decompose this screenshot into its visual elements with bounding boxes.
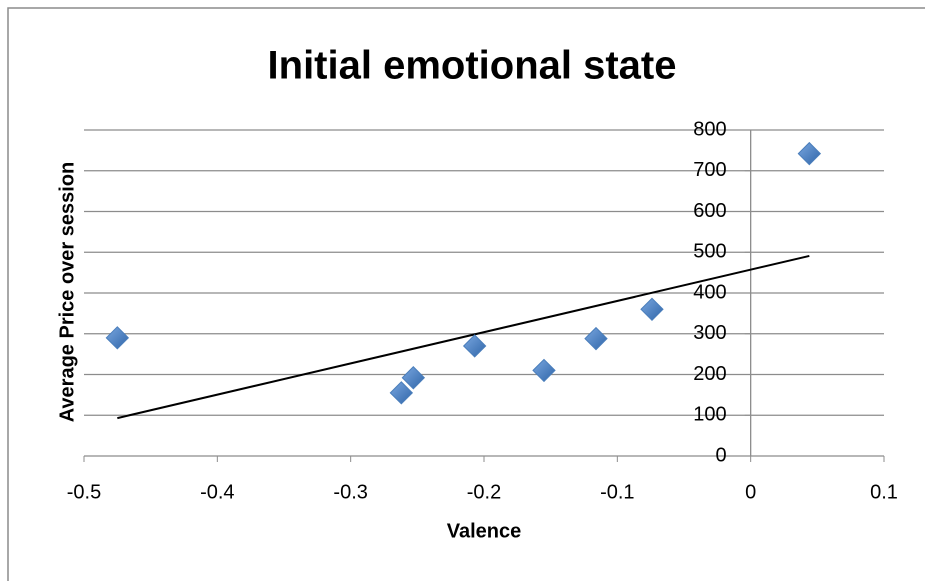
x-tick-label: -0.4	[200, 481, 234, 503]
data-point	[640, 297, 664, 322]
y-axis-title: Average Price over session	[56, 162, 78, 423]
y-tick-label: 400	[693, 281, 726, 303]
y-tick-label: 700	[693, 159, 726, 181]
y-tick-label: 300	[693, 322, 726, 344]
data-point	[532, 358, 556, 383]
data-point	[401, 366, 426, 390]
y-tick-label: 500	[693, 241, 726, 263]
trendline	[117, 254, 810, 420]
data-point	[105, 326, 130, 350]
x-tick-label: -0.3	[333, 481, 367, 503]
x-tick-label: -0.2	[467, 481, 501, 503]
data-point	[797, 141, 822, 166]
data-point	[462, 334, 487, 358]
data-point	[389, 381, 414, 405]
y-tick-label: 100	[693, 404, 726, 426]
y-tick-label: 600	[693, 200, 726, 222]
y-tick-label: 800	[693, 118, 726, 140]
data-point	[584, 326, 608, 351]
y-tick-label: 200	[693, 363, 726, 385]
x-tick-label: -0.1	[600, 481, 634, 503]
chart-title: Initial emotional state	[268, 44, 677, 88]
x-axis-title: Valence	[447, 520, 522, 542]
x-tick-label: 0.1	[870, 481, 898, 503]
y-tick-label: 0	[716, 444, 727, 466]
x-tick-label: -0.5	[67, 481, 101, 503]
chart-frame	[7, 7, 925, 581]
x-tick-label: 0	[745, 481, 756, 503]
